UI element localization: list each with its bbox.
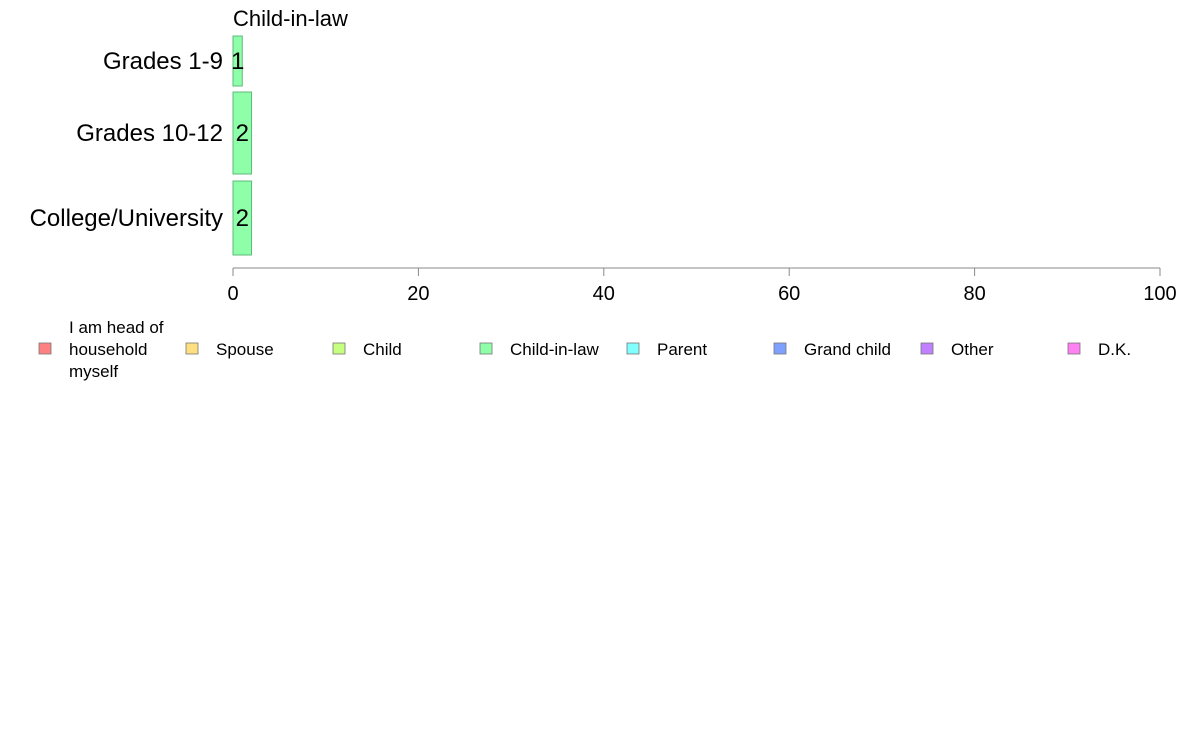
data-label: 1 (231, 48, 244, 75)
data-label: 2 (236, 120, 249, 147)
legend-label: D.K. (1098, 340, 1131, 359)
legend-label: Child-in-law (510, 340, 600, 359)
x-tick-label: 60 (778, 283, 800, 305)
legend-label: Grand child (804, 340, 891, 359)
bar (232, 35, 243, 87)
legend-swatch (773, 342, 787, 355)
legend-label: I am head of household myself (69, 318, 164, 381)
category-label: College/University (30, 205, 223, 232)
x-tick-label: 20 (407, 283, 429, 305)
bars-layer: Grades 1-9 1 Grades 10-12 2 College/Universi… (30, 35, 253, 256)
category-label: Grades 10-12 (76, 120, 223, 147)
legend-swatch (479, 342, 493, 355)
legend-swatch (185, 342, 199, 355)
legend-swatch (332, 342, 346, 355)
data-label: 2 (236, 205, 249, 232)
x-tick-label: 100 (1143, 283, 1176, 305)
legend-label: Child (363, 340, 402, 359)
chart-title: Child-in-law (233, 6, 348, 31)
category-label: Grades 1-9 (103, 48, 223, 75)
legend-swatch (626, 342, 640, 355)
legend-label: Other (951, 340, 994, 359)
legend-swatch (1067, 342, 1081, 355)
legend-label: Spouse (216, 340, 274, 359)
x-tick-label: 80 (963, 283, 985, 305)
legend: I am head of household myself Spouse Child Ch… (38, 318, 1131, 381)
legend-swatch (920, 342, 934, 355)
legend-label: Parent (657, 340, 707, 359)
x-tick-label: 0 (227, 283, 238, 305)
bar (232, 180, 253, 256)
bar (232, 91, 253, 175)
legend-swatch (38, 342, 52, 355)
x-tick-label: 40 (593, 283, 615, 305)
x-axis: 0 20 40 60 80 100 (227, 267, 1177, 305)
